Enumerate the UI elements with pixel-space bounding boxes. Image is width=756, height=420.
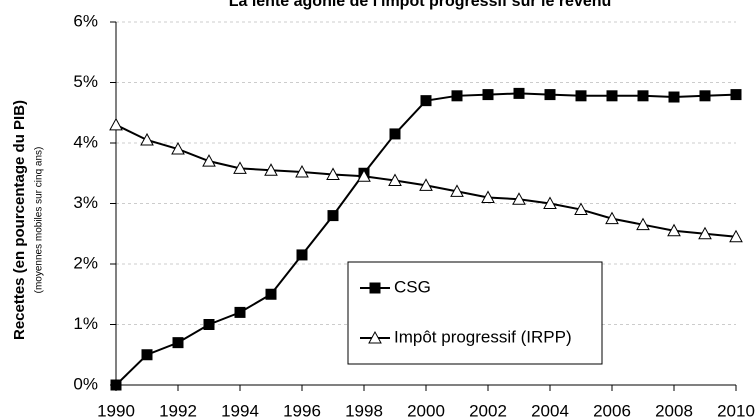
y-tick-label: 1% [73,314,98,333]
marker [605,211,619,225]
marker [389,128,401,140]
marker [450,184,464,197]
legend-marker [368,330,382,344]
marker [141,349,153,361]
marker [513,87,525,99]
marker [233,161,247,174]
marker [327,210,339,222]
x-tick-label: 1996 [283,401,321,420]
y-tick-label: 3% [73,193,98,212]
marker [606,90,618,102]
marker [172,337,184,349]
x-tick-label: 1992 [159,401,197,420]
marker [729,229,743,243]
marker [109,117,123,131]
x-tick-label: 2008 [655,401,693,420]
marker [140,132,154,146]
marker [388,173,402,187]
marker [667,223,681,237]
legend-label: CSG [394,277,431,296]
y-tick-label: 4% [73,132,98,151]
y-axis-label: Recettes (en pourcentage du PIB) [11,100,28,340]
marker [295,164,309,178]
marker [636,217,650,231]
marker [110,379,122,391]
x-tick-label: 2010 [717,401,755,420]
marker [482,89,494,101]
chart-title: La lente agonie de l'impôt progressif su… [229,0,612,10]
legend-label: Impôt progressif (IRPP) [394,327,572,346]
marker [699,90,711,102]
marker [543,196,557,209]
marker [296,249,308,261]
marker [357,169,371,182]
y-tick-label: 0% [73,374,98,393]
marker [481,190,495,203]
marker [575,90,587,102]
marker [234,306,246,318]
y-tick-label: 5% [73,72,98,91]
marker [574,202,588,216]
legend-box [347,261,603,365]
y-axis-sublabel: (moyennes mobiles sur cinq ans) [34,147,45,294]
x-tick-label: 1998 [345,401,383,420]
marker [512,192,526,205]
marker [668,91,680,103]
x-tick-label: 2000 [407,401,445,420]
x-tick-label: 2004 [531,401,569,420]
marker [265,288,277,300]
marker [326,167,340,180]
y-tick-label: 2% [73,253,98,272]
x-tick-label: 1994 [221,401,259,420]
x-tick-label: 2006 [593,401,631,420]
marker [451,90,463,102]
marker [264,163,278,176]
marker [730,89,742,101]
marker [637,90,649,102]
marker [419,178,433,191]
x-tick-label: 1990 [97,401,135,420]
x-tick-label: 2002 [469,401,507,420]
marker [420,95,432,107]
marker [202,154,216,167]
y-tick-label: 6% [73,11,98,30]
marker [544,89,556,101]
marker [698,226,712,240]
legend-marker [369,282,381,294]
marker [203,319,215,330]
marker [171,142,185,155]
